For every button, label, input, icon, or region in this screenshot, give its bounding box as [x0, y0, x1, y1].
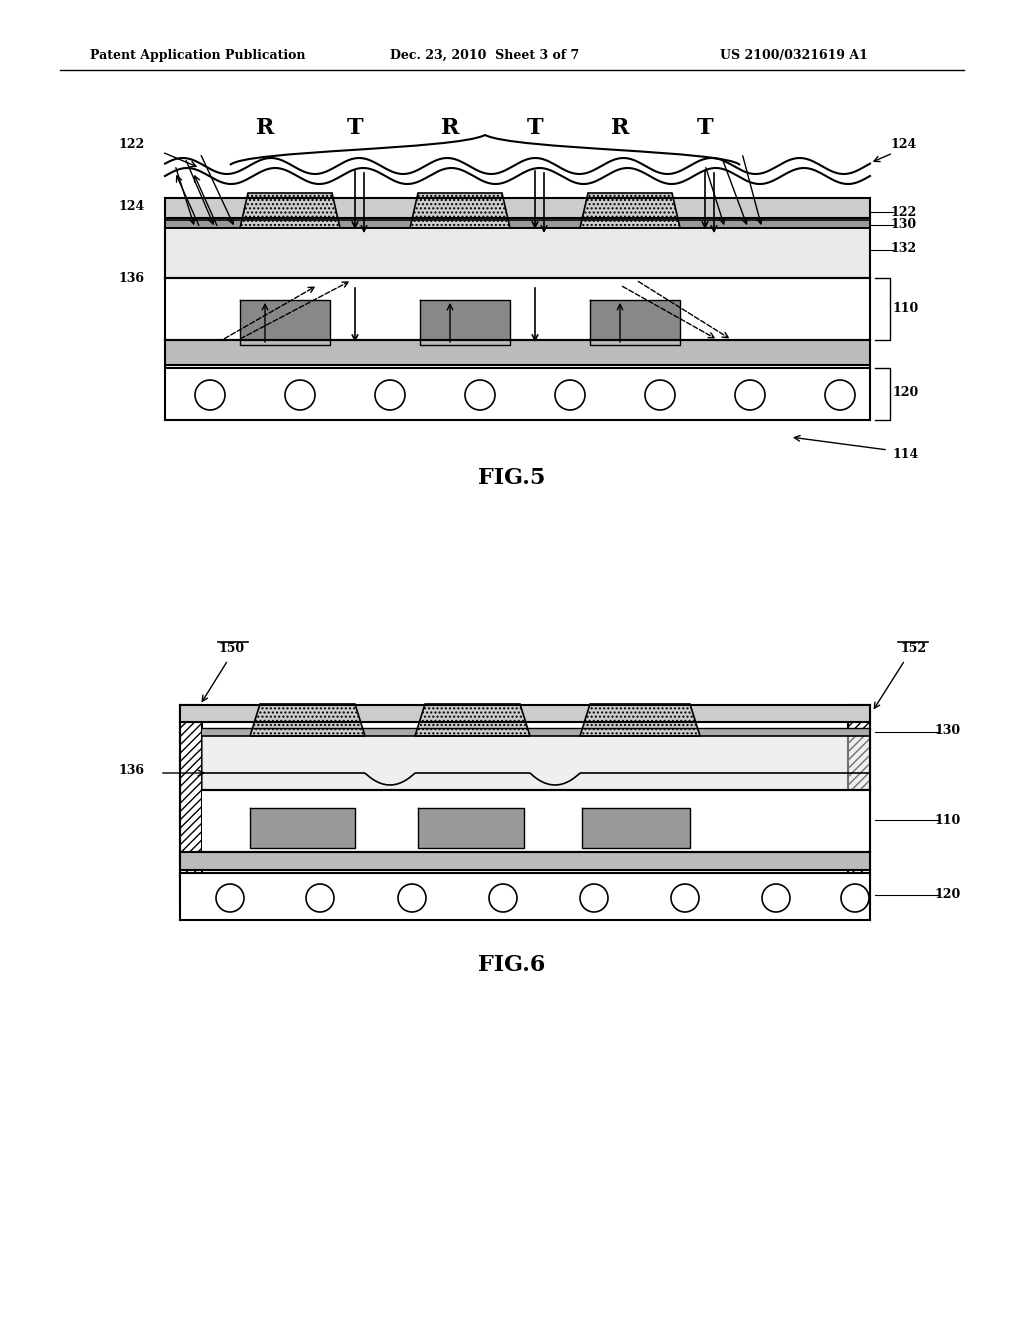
Circle shape: [555, 380, 585, 411]
Text: T: T: [696, 117, 714, 139]
Circle shape: [489, 884, 517, 912]
Circle shape: [306, 884, 334, 912]
Text: 150: 150: [219, 642, 245, 655]
Polygon shape: [250, 704, 365, 737]
Text: R: R: [256, 117, 274, 139]
Text: FIG.6: FIG.6: [478, 954, 546, 975]
Circle shape: [645, 380, 675, 411]
Circle shape: [465, 380, 495, 411]
Circle shape: [580, 884, 608, 912]
Text: 124: 124: [890, 139, 916, 152]
Text: R: R: [610, 117, 629, 139]
Text: 152: 152: [900, 642, 926, 655]
Circle shape: [195, 380, 225, 411]
Circle shape: [285, 380, 315, 411]
Circle shape: [375, 380, 406, 411]
Text: T: T: [526, 117, 544, 139]
Text: 122: 122: [119, 139, 145, 152]
Bar: [848, 705, 870, 906]
Circle shape: [762, 884, 790, 912]
Text: 120: 120: [935, 888, 962, 902]
Text: 124: 124: [119, 201, 145, 214]
Bar: [180, 705, 202, 906]
Text: 130: 130: [935, 723, 962, 737]
Text: 122: 122: [890, 206, 916, 219]
Text: 110: 110: [935, 813, 962, 826]
Polygon shape: [580, 704, 700, 737]
Text: Patent Application Publication: Patent Application Publication: [90, 49, 305, 62]
Polygon shape: [240, 193, 340, 228]
Polygon shape: [415, 704, 530, 737]
Text: 132: 132: [890, 242, 916, 255]
Text: 136: 136: [119, 763, 145, 776]
Circle shape: [735, 380, 765, 411]
Circle shape: [216, 884, 244, 912]
Text: 130: 130: [890, 219, 916, 231]
Circle shape: [825, 380, 855, 411]
Circle shape: [671, 884, 699, 912]
Text: 114: 114: [893, 449, 920, 462]
Polygon shape: [410, 193, 510, 228]
Text: 110: 110: [893, 301, 920, 314]
Text: 136: 136: [119, 272, 145, 285]
Polygon shape: [580, 193, 680, 228]
Circle shape: [398, 884, 426, 912]
Text: FIG.5: FIG.5: [478, 467, 546, 488]
Text: US 2100/0321619 A1: US 2100/0321619 A1: [720, 49, 868, 62]
Text: T: T: [347, 117, 364, 139]
Text: Dec. 23, 2010  Sheet 3 of 7: Dec. 23, 2010 Sheet 3 of 7: [390, 49, 580, 62]
Text: 120: 120: [893, 387, 920, 400]
Circle shape: [841, 884, 869, 912]
Text: R: R: [440, 117, 459, 139]
